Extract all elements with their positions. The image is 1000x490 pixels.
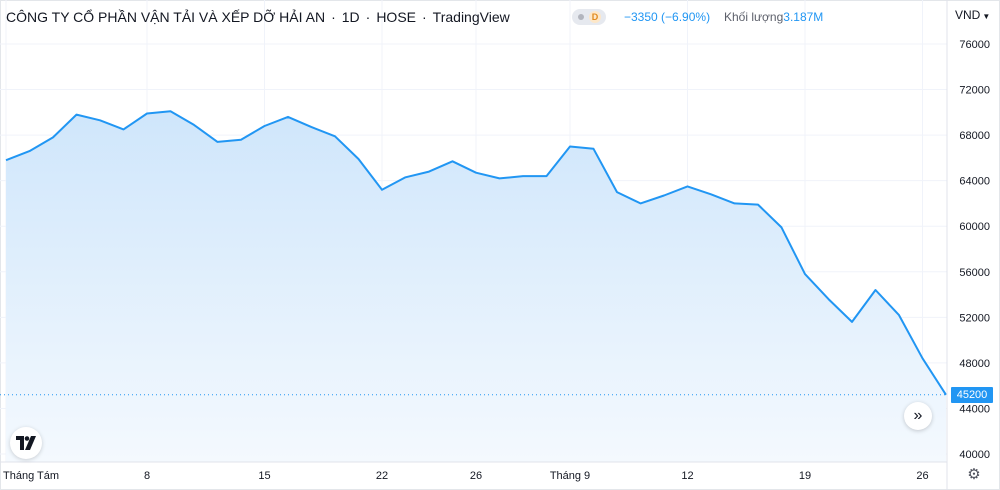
source-label: TradingView bbox=[432, 9, 510, 25]
interval-label[interactable]: 1D bbox=[341, 9, 360, 25]
tradingview-logo-icon[interactable] bbox=[10, 427, 42, 459]
price-axis[interactable]: 40000 44000 48000 52000 56000 60000 64000 68000… bbox=[959, 39, 990, 461]
price-tick-label: 76000 bbox=[959, 39, 990, 51]
delay-badge: D bbox=[589, 11, 601, 23]
price-tick-label: 72000 bbox=[959, 85, 990, 97]
price-area-fill bbox=[6, 111, 946, 462]
legend-separator: · bbox=[331, 9, 336, 25]
chevron-down-icon: ▼ bbox=[982, 12, 991, 21]
status-badges: D bbox=[572, 9, 606, 25]
currency-selector[interactable]: VND ▼ bbox=[955, 8, 990, 22]
price-tick-label: 48000 bbox=[959, 358, 990, 370]
time-tick-label: Tháng 9 bbox=[550, 470, 590, 482]
volume-label: Khối lượng bbox=[724, 10, 784, 24]
price-tick-label: 52000 bbox=[959, 312, 990, 324]
time-tick-label: 12 bbox=[681, 470, 693, 482]
double-chevron-right-icon[interactable]: » bbox=[904, 402, 932, 430]
price-tick-label: 56000 bbox=[959, 267, 990, 279]
currency-label: VND bbox=[955, 8, 981, 22]
chart-legend: CÔNG TY CỔ PHẦN VẬN TẢI VÀ XẾP DỠ HẢI AN… bbox=[6, 8, 510, 26]
legend-separator: · bbox=[365, 9, 371, 25]
price-tick-label: 64000 bbox=[959, 176, 990, 188]
price-tick-label: 40000 bbox=[959, 449, 990, 461]
price-tick-label: 68000 bbox=[959, 130, 990, 142]
time-tick-label: Tháng Tám bbox=[3, 470, 59, 482]
symbol-title[interactable]: CÔNG TY CỔ PHẦN VẬN TẢI VÀ XẾP DỠ HẢI AN bbox=[6, 9, 326, 25]
volume-info: Khối lượng3.187M bbox=[724, 10, 823, 24]
legend-separator: · bbox=[422, 9, 427, 25]
price-tick-label: 44000 bbox=[959, 403, 990, 415]
time-tick-label: 8 bbox=[144, 470, 150, 482]
price-line[interactable] bbox=[5, 110, 947, 396]
exchange-label: HOSE bbox=[376, 9, 416, 25]
last-price-tag: 45200 bbox=[951, 386, 993, 403]
time-tick-label: 22 bbox=[376, 470, 388, 482]
time-axis[interactable]: Tháng Tám 8 15 22 26 Tháng 9 12 19 26 bbox=[0, 461, 947, 482]
time-tick-label: 26 bbox=[916, 470, 928, 482]
time-tick-label: 15 bbox=[258, 470, 270, 482]
volume-value: 3.187M bbox=[783, 10, 824, 24]
gear-icon[interactable]: ⚙ bbox=[967, 466, 981, 483]
time-tick-label: 19 bbox=[799, 470, 811, 482]
market-status-pill[interactable]: D bbox=[572, 9, 606, 25]
price-tick-label: 60000 bbox=[959, 221, 990, 233]
price-change: −3350 (−6.90%) bbox=[624, 10, 711, 24]
time-tick-label: 26 bbox=[470, 470, 482, 482]
status-dot-icon bbox=[578, 14, 584, 20]
